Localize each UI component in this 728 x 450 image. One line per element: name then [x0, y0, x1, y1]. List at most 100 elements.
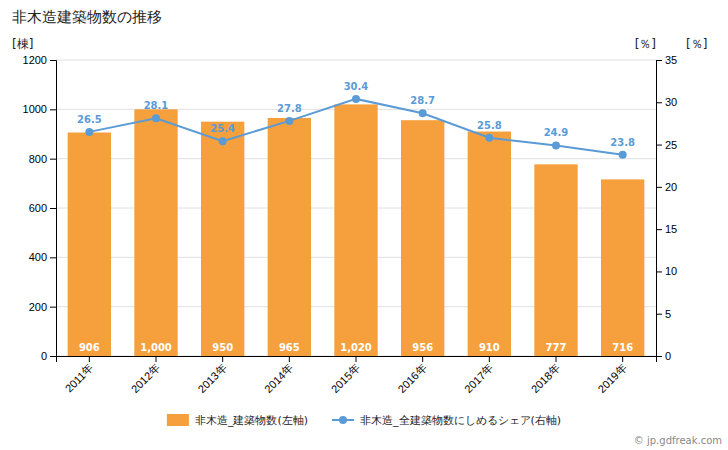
- point: [285, 117, 293, 125]
- point: [352, 95, 360, 103]
- bar-series: [68, 104, 645, 356]
- tick-mark: [556, 356, 557, 362]
- data-label: 1,000: [140, 342, 172, 353]
- data-label: 716: [612, 342, 633, 353]
- axis-line: [57, 357, 657, 363]
- tick: 2019年: [595, 356, 629, 395]
- tick-mark: [656, 187, 662, 188]
- data-label: 956: [412, 342, 433, 353]
- data-label: 24.9: [544, 127, 569, 138]
- tick-label: 2016年: [395, 362, 429, 396]
- tick-mark: [50, 159, 56, 160]
- data-label: 27.8: [277, 103, 302, 114]
- tick: 600: [29, 202, 56, 214]
- tick-mark: [50, 257, 56, 258]
- legend-item: 非木造_全建築物数にしめるシェア(右軸): [332, 414, 561, 427]
- annotation: [％]: [635, 37, 656, 51]
- data-label: 25.8: [477, 120, 502, 131]
- tick: 200: [29, 301, 56, 313]
- tick-label: 0: [41, 350, 47, 362]
- data-label: 30.4: [344, 81, 369, 92]
- tick: 1200: [23, 54, 56, 66]
- grid-line: [56, 60, 656, 61]
- tick-label: 400: [29, 251, 47, 263]
- data-labels: 9061,0009509651,02095691077771626.528.12…: [77, 81, 635, 353]
- tick-label: 2017年: [462, 362, 496, 396]
- data-label: 910: [479, 342, 500, 353]
- data-label: 28.7: [410, 95, 435, 106]
- data-label: 23.8: [610, 137, 635, 148]
- tick-mark: [89, 356, 90, 362]
- tick: 25: [656, 139, 677, 151]
- bar: [534, 164, 577, 356]
- tick: 2015年: [329, 356, 363, 395]
- tick-label: 600: [29, 202, 47, 214]
- axis-line: [657, 61, 663, 357]
- data-label: 906: [79, 342, 100, 353]
- y2-axis-label: [％]: [686, 37, 707, 51]
- axis-line: [50, 61, 57, 357]
- bar: [134, 109, 177, 356]
- tick-label: 10: [665, 265, 677, 277]
- tick-mark: [656, 356, 662, 357]
- tick-mark: [50, 356, 56, 357]
- tick: 0: [656, 350, 671, 362]
- tick: 30: [656, 96, 677, 108]
- tick-mark: [489, 356, 490, 362]
- bar: [401, 120, 444, 356]
- point: [152, 114, 160, 122]
- tick-mark: [289, 356, 290, 362]
- tick-mark: [50, 109, 56, 110]
- tick-mark: [50, 208, 56, 209]
- tick: 400: [29, 251, 56, 263]
- data-label: 950: [212, 342, 233, 353]
- data-label: 777: [546, 342, 567, 353]
- point: [85, 128, 93, 136]
- data-label: 25.4: [210, 123, 235, 134]
- point: [219, 137, 227, 145]
- tick-label: 2012年: [129, 362, 163, 396]
- tick-mark: [50, 60, 56, 61]
- legend-item: 非木造_建築物数(左軸): [167, 414, 308, 427]
- tick: 2013年: [195, 356, 229, 395]
- tick: 2014年: [262, 356, 296, 395]
- tick-mark: [422, 356, 423, 362]
- tick: 0: [41, 350, 56, 362]
- tick-label: 2014年: [262, 362, 296, 396]
- legend: 非木造_建築物数(左軸) 非木造_全建築物数にしめるシェア(右軸): [167, 414, 561, 427]
- data-label: 26.5: [77, 114, 102, 125]
- tick-label: 200: [29, 301, 47, 313]
- tick-label: 15: [665, 223, 677, 235]
- tick-mark: [356, 356, 357, 362]
- tick-mark: [656, 271, 662, 272]
- tick: 20: [656, 181, 677, 193]
- bar: [68, 133, 111, 356]
- title: 非木造建築物数の推移: [12, 8, 162, 26]
- bar: [334, 104, 377, 356]
- bar: [201, 122, 244, 356]
- bar: [468, 132, 511, 356]
- tick-label: 800: [29, 153, 47, 165]
- point: [619, 151, 627, 159]
- watermark: © jp.gdfreak.com: [634, 435, 722, 446]
- tick-mark: [50, 307, 56, 308]
- point: [485, 134, 493, 142]
- y-axis-label: [棟]: [12, 37, 33, 51]
- tick-mark: [622, 356, 623, 362]
- y-axis: 0 200 400 600 800 1000 1200: [23, 54, 57, 362]
- tick-mark: [222, 356, 223, 362]
- tick: 2011年: [63, 356, 96, 395]
- tick-mark: [656, 229, 662, 230]
- tick: 1000: [23, 103, 56, 115]
- data-label: 1,020: [340, 342, 372, 353]
- line-series: [85, 95, 626, 159]
- tick-label: 1000: [23, 103, 47, 115]
- tick-label: 2015年: [329, 362, 363, 396]
- chart: 2011年 2012年 2013年 2014年 2015年 2016年 2017年 2018年…: [0, 0, 728, 450]
- tick-label: 30: [665, 96, 677, 108]
- tick-label: 1200: [23, 54, 47, 66]
- data-label: 28.1: [144, 100, 169, 111]
- tick-label: 2018年: [529, 362, 563, 396]
- tick: 5: [656, 308, 671, 320]
- point: [552, 141, 560, 149]
